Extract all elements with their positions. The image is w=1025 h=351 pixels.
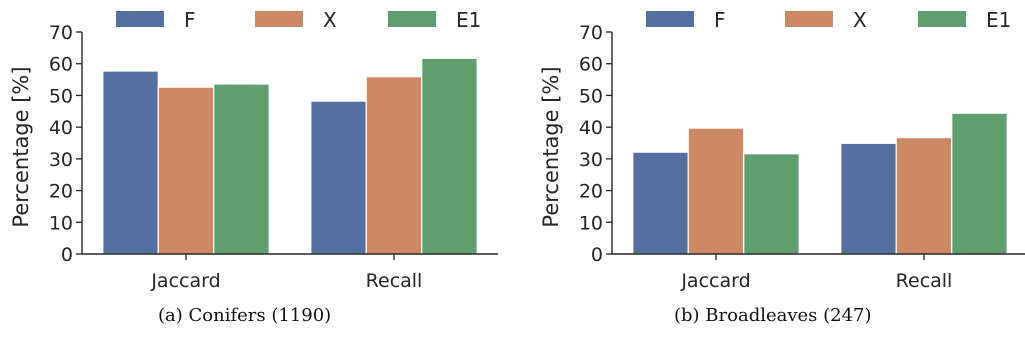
y-tick-label: 70 — [49, 22, 73, 44]
y-tick-label: 10 — [579, 212, 603, 234]
legend-swatch-f — [646, 11, 694, 27]
y-tick-label: 40 — [49, 117, 73, 139]
bar-recall-f — [840, 142, 897, 255]
legend-swatch-e1 — [388, 11, 436, 27]
legend-swatch-x — [255, 11, 303, 27]
legend-label-f: F — [714, 8, 726, 32]
bar-chart-broadleaves: 0 10 20 30 40 50 60 70 Percentage [%] Jaccard Reca… — [539, 8, 1025, 292]
y-tick-label: 20 — [49, 181, 73, 203]
bar-jaccard-e1 — [743, 153, 800, 255]
legend-swatch-x — [785, 11, 833, 27]
y-axis-label: Percentage [%] — [539, 66, 563, 227]
legend-swatch-f — [116, 11, 164, 27]
bar-chart-conifers: 0 10 20 30 40 50 60 70 Percentage [%] Jaccard Reca… — [9, 8, 498, 292]
chart-caption: (b) Broadleaves (247) — [674, 305, 872, 326]
y-tick-label: 50 — [49, 85, 73, 107]
bar-jaccard-e1 — [213, 83, 270, 255]
bar-recall-x — [895, 137, 953, 255]
y-tick-label: 0 — [61, 244, 73, 266]
bar-recall-f — [310, 100, 367, 255]
bar-jaccard-x — [687, 127, 745, 255]
chart-panel-broadleaves: 0 10 20 30 40 50 60 70 Percentage [%] Jaccard Reca… — [530, 0, 1025, 351]
chart-caption: (a) Conifers (1190) — [158, 305, 332, 326]
y-tick-label: 70 — [579, 22, 603, 44]
legend-label-e1: E1 — [456, 8, 481, 32]
x-tick-label: Recall — [366, 270, 423, 292]
x-tick-label: Jaccard — [680, 270, 750, 292]
bar-jaccard-x — [157, 86, 215, 255]
y-tick-label: 30 — [579, 149, 603, 171]
bar-recall-e1 — [951, 112, 1008, 255]
legend-label-e1: E1 — [986, 8, 1011, 32]
y-tick-label: 10 — [49, 212, 73, 234]
bar-recall-e1 — [421, 57, 478, 255]
x-tick-label: Jaccard — [150, 270, 220, 292]
y-tick-label: 40 — [579, 117, 603, 139]
y-tick-label: 30 — [49, 149, 73, 171]
chart-panel-conifers: 0 10 20 30 40 50 60 70 Percentage [%] Jaccard Reca… — [0, 0, 500, 351]
bar-jaccard-f — [102, 70, 159, 255]
y-axis-label: Percentage [%] — [9, 66, 33, 227]
bar-jaccard-f — [632, 151, 689, 255]
legend-label-f: F — [184, 8, 196, 32]
bar-recall-x — [365, 76, 423, 255]
x-tick-label: Recall — [896, 270, 953, 292]
y-tick-label: 20 — [579, 181, 603, 203]
legend-swatch-e1 — [918, 11, 966, 27]
y-tick-label: 60 — [49, 54, 73, 76]
y-tick-label: 50 — [579, 85, 603, 107]
legend-label-x: X — [323, 8, 337, 32]
y-tick-label: 0 — [591, 244, 603, 266]
legend-label-x: X — [853, 8, 867, 32]
y-tick-label: 60 — [579, 54, 603, 76]
